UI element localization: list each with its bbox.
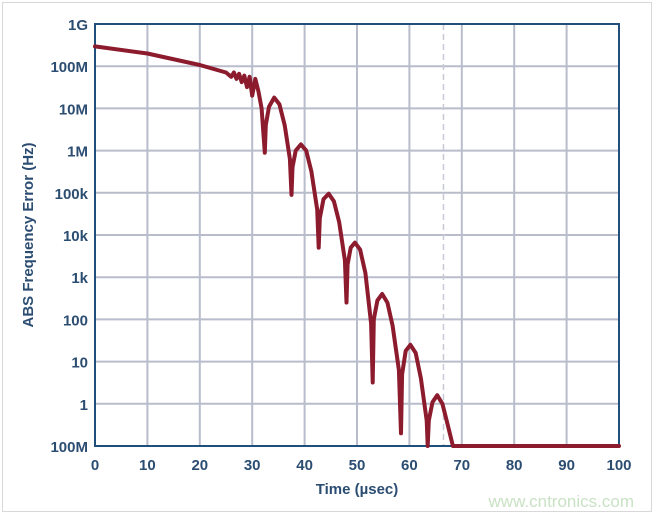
plot-border [94, 23, 620, 447]
x-tick-label: 90 [558, 457, 575, 474]
x-tick-label: 70 [453, 457, 470, 474]
x-tick-label: 30 [244, 457, 261, 474]
y-tick-label: 10 [71, 355, 88, 372]
x-tick-label: 50 [349, 457, 366, 474]
y-tick-label: 1k [71, 270, 88, 287]
plot-area [93, 23, 621, 448]
y-tick-label: 1M [67, 144, 88, 161]
x-tick-label: 20 [191, 457, 208, 474]
grid [94, 23, 620, 447]
x-tick-label: 100 [606, 457, 631, 474]
y-tick-label: 100k [55, 186, 89, 203]
x-axis-label: Time (µsec) [316, 481, 399, 498]
x-tick-labels: 0 10 20 30 40 50 60 70 80 90 100 [91, 457, 632, 474]
y-tick-label: 1 [80, 397, 88, 414]
y-tick-label: 1G [68, 17, 88, 34]
y-tick-label: 100M [50, 439, 88, 456]
y-tick-label: 100M [50, 59, 88, 76]
frequency-error-line [93, 44, 621, 448]
y-tick-label: 10M [59, 101, 88, 118]
x-tick-label: 40 [296, 457, 313, 474]
x-tick-label: 10 [139, 457, 156, 474]
y-tick-label: 10k [63, 228, 89, 245]
x-tick-label: 0 [91, 457, 99, 474]
watermark: www.cntronics.com [488, 492, 634, 511]
y-axis-label: ABS Frequency Error (Hz) [20, 142, 37, 327]
chart-frame [2, 2, 652, 512]
y-tick-label: 100 [63, 312, 88, 329]
y-tick-labels: 1G 100M 10M 1M 100k 10k 1k 100 10 1 100M [50, 17, 88, 456]
x-tick-label: 80 [506, 457, 523, 474]
x-tick-label: 60 [401, 457, 418, 474]
